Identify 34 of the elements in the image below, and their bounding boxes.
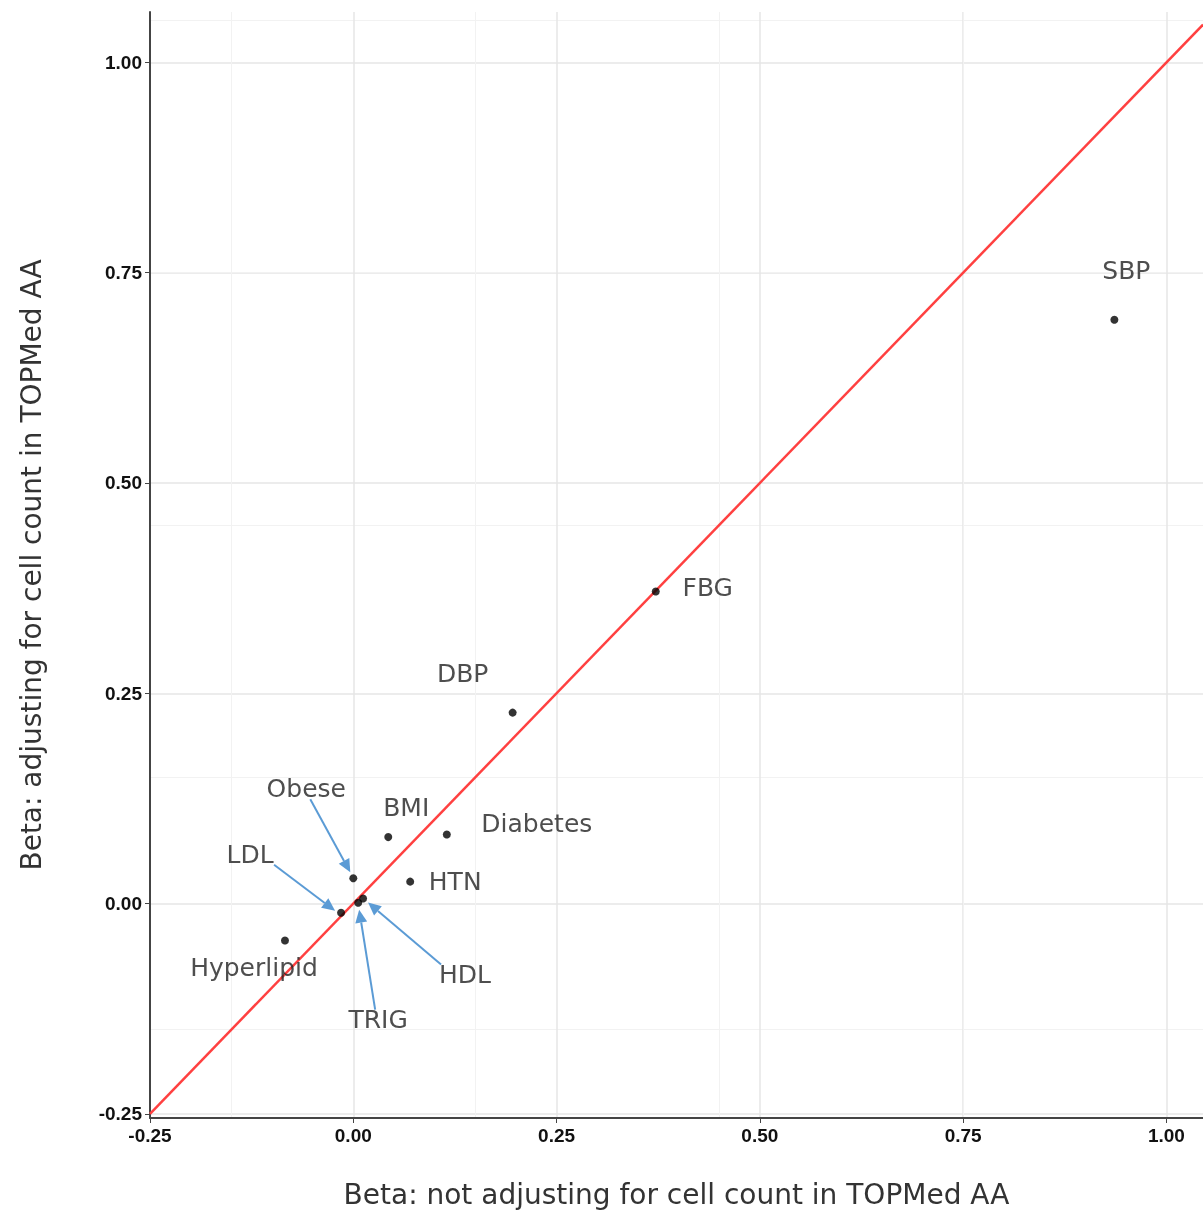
y-tick-label: 1.00 (105, 51, 142, 73)
annotation: TRIG (347, 1005, 408, 1035)
annotation: BMI (383, 792, 430, 822)
annotation: DBP (436, 659, 489, 689)
point (1110, 315, 1119, 324)
point (337, 908, 346, 917)
point (384, 833, 393, 842)
x-tick-label: 0.50 (741, 1125, 779, 1146)
y-tick-label: 0.00 (105, 893, 142, 915)
point (349, 874, 358, 883)
annotation: FBG (682, 572, 733, 602)
annotation: Obese (266, 773, 346, 803)
point (508, 708, 517, 717)
point (406, 877, 415, 886)
y-tick-label: 0.50 (105, 472, 142, 494)
annotation: HTN (428, 867, 482, 897)
x-tick-label: 0.75 (944, 1125, 983, 1146)
x-tick-label: -0.25 (128, 1125, 173, 1146)
point (442, 830, 451, 839)
y-tick-label: -0.25 (98, 1103, 143, 1125)
y-tick-label: 0.75 (105, 262, 143, 284)
annotation: LDL (226, 840, 274, 870)
x-tick-label: 1.00 (1147, 1125, 1185, 1146)
point (354, 898, 363, 907)
annotation: HDL (439, 959, 492, 989)
y-axis-title: Beta: adjusting for cell count in TOPMed AA (14, 259, 48, 871)
annotation: Diabetes (481, 809, 593, 839)
y-tick-label: 0.25 (105, 682, 143, 704)
point (280, 936, 289, 945)
point (651, 587, 660, 596)
x-tick-label: 0.00 (334, 1125, 372, 1146)
annotation: SBP (1102, 256, 1151, 286)
x-tick-label: 0.25 (538, 1125, 576, 1146)
x-axis-title: Beta: not adjusting for cell count in TOPMed AA (343, 1177, 1010, 1211)
